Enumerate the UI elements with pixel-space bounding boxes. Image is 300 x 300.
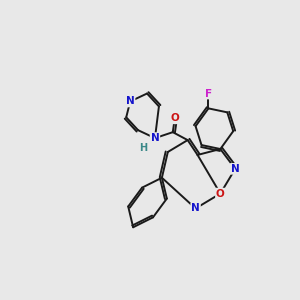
Text: N: N [126,97,135,106]
Text: N: N [151,133,159,143]
Text: O: O [216,189,225,199]
Text: O: O [170,113,179,123]
Text: F: F [205,88,212,98]
Text: N: N [231,164,240,174]
Text: N: N [191,203,200,214]
Text: H: H [139,143,147,153]
